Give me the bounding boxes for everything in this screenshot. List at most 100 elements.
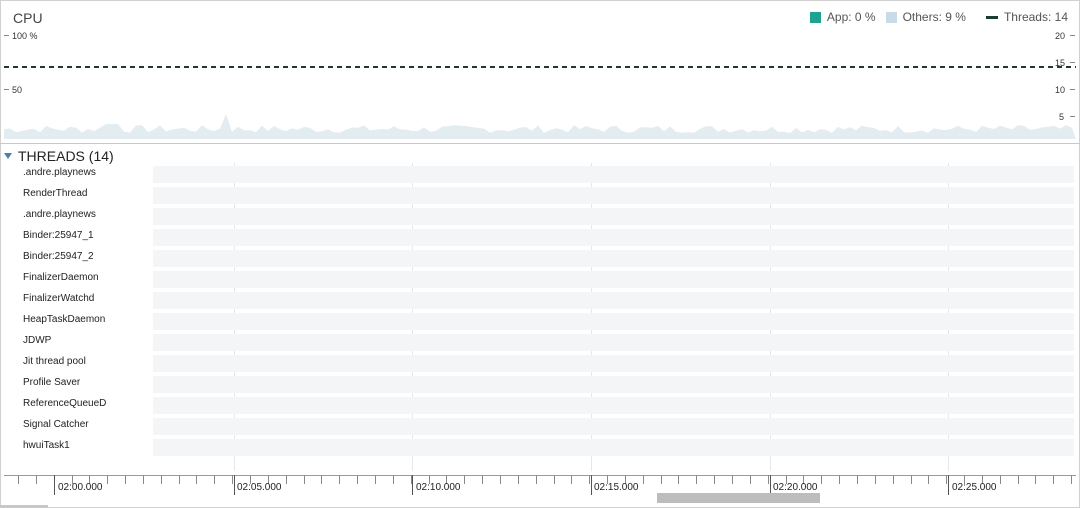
- minor-tick: [107, 475, 108, 484]
- minor-tick: [339, 475, 340, 484]
- cpu-axis-label-50: 50: [12, 85, 23, 95]
- minor-tick: [554, 475, 555, 484]
- thread-row[interactable]: JDWP: [0, 334, 1080, 351]
- threads-axis-tick: [1070, 116, 1075, 117]
- thread-row[interactable]: .andre.playnews: [0, 208, 1080, 225]
- others-legend-label: Others: 9 %: [902, 10, 966, 24]
- time-label: 02:20.000: [773, 482, 818, 493]
- threads-axis-tick: [1070, 89, 1075, 90]
- minor-tick: [286, 475, 287, 484]
- minor-tick: [72, 475, 73, 484]
- minor-tick: [214, 475, 215, 484]
- thread-row[interactable]: Signal Catcher: [0, 418, 1080, 435]
- thread-state-track[interactable]: [153, 439, 1074, 456]
- minor-tick: [893, 475, 894, 484]
- thread-state-track[interactable]: [153, 397, 1074, 414]
- cpu-panel[interactable]: CPU App: 0 % Others: 9 % Threads: 14 100…: [0, 4, 1080, 144]
- minor-tick: [803, 475, 804, 484]
- threads-header-label: THREADS (14): [18, 148, 114, 164]
- thread-name: Signal Catcher: [23, 419, 89, 430]
- thread-state-track[interactable]: [153, 187, 1074, 204]
- cpu-axis-tick: [4, 89, 9, 90]
- minor-tick: [125, 475, 126, 484]
- expand-triangle-icon[interactable]: [4, 153, 12, 159]
- time-label: 02:15.000: [594, 482, 639, 493]
- minor-tick: [250, 475, 251, 484]
- major-tick: [770, 475, 771, 495]
- thread-name: Binder:25947_2: [23, 251, 94, 262]
- minor-tick: [375, 475, 376, 484]
- minor-tick: [393, 475, 394, 484]
- thread-row[interactable]: Jit thread pool: [0, 355, 1080, 372]
- minor-tick: [732, 475, 733, 484]
- minor-tick: [268, 475, 269, 484]
- thread-state-track[interactable]: [153, 418, 1074, 435]
- time-label: 02:25.000: [952, 482, 997, 493]
- thread-state-track[interactable]: [153, 355, 1074, 372]
- thread-state-track[interactable]: [153, 166, 1074, 183]
- thread-name: Jit thread pool: [23, 356, 86, 367]
- minor-tick: [589, 475, 590, 484]
- timeline-axis-line: [4, 475, 1076, 476]
- minor-tick: [768, 475, 769, 484]
- major-tick: [591, 475, 592, 495]
- cpu-usage-graph[interactable]: [0, 4, 1080, 144]
- thread-state-track[interactable]: [153, 250, 1074, 267]
- thread-name: .andre.playnews: [23, 167, 96, 178]
- minor-tick: [678, 475, 679, 484]
- thread-state-track[interactable]: [153, 334, 1074, 351]
- thread-state-track[interactable]: [153, 313, 1074, 330]
- minor-tick: [1018, 475, 1019, 484]
- minor-tick: [750, 475, 751, 484]
- minor-tick: [482, 475, 483, 484]
- thread-row[interactable]: HeapTaskDaemon: [0, 313, 1080, 330]
- app-legend-label: App: 0 %: [826, 10, 876, 24]
- minor-tick: [607, 475, 608, 484]
- minor-tick: [857, 475, 858, 484]
- threads-section-header[interactable]: THREADS (14): [4, 148, 114, 164]
- minor-tick: [500, 475, 501, 484]
- thread-state-track[interactable]: [153, 271, 1074, 288]
- thread-row[interactable]: ReferenceQueueD: [0, 397, 1080, 414]
- thread-row[interactable]: FinalizerDaemon: [0, 271, 1080, 288]
- thread-row[interactable]: FinalizerWatchd: [0, 292, 1080, 309]
- minor-tick: [321, 475, 322, 484]
- thread-name: .andre.playnews: [23, 209, 96, 220]
- major-tick: [948, 475, 949, 495]
- timeline-axis[interactable]: 02:00.000 02:05.000 02:10.000 02:15.000 …: [0, 474, 1080, 508]
- thread-state-track[interactable]: [153, 376, 1074, 393]
- time-label: 02:05.000: [237, 482, 282, 493]
- thread-row[interactable]: RenderThread: [0, 187, 1080, 204]
- minor-tick: [357, 475, 358, 484]
- thread-state-track[interactable]: [153, 208, 1074, 225]
- minor-tick: [786, 475, 787, 484]
- horizontal-scrollbar-track[interactable]: [0, 505, 48, 508]
- minor-tick: [411, 475, 412, 484]
- thread-row[interactable]: hwuiTask1: [0, 439, 1080, 456]
- thread-row[interactable]: Binder:25947_2: [0, 250, 1080, 267]
- thread-row[interactable]: Profile Saver: [0, 376, 1080, 393]
- minor-tick: [89, 475, 90, 484]
- thread-name: RenderThread: [23, 188, 88, 199]
- thread-row[interactable]: .andre.playnews: [0, 166, 1080, 183]
- thread-row[interactable]: Binder:25947_1: [0, 229, 1080, 246]
- thread-state-track[interactable]: [153, 292, 1074, 309]
- minor-tick: [179, 475, 180, 484]
- cpu-panel-divider: [0, 143, 1080, 144]
- minor-tick: [1053, 475, 1054, 484]
- minor-tick: [464, 475, 465, 484]
- minor-tick: [196, 475, 197, 484]
- minor-tick: [839, 475, 840, 484]
- minor-tick: [518, 475, 519, 484]
- time-label: 02:00.000: [58, 482, 103, 493]
- others-cpu-area: [4, 114, 1076, 139]
- minor-tick: [429, 475, 430, 484]
- timeline-scrollbar-thumb[interactable]: [657, 493, 820, 503]
- minor-tick: [143, 475, 144, 484]
- minor-tick: [964, 475, 965, 484]
- minor-tick: [571, 475, 572, 484]
- minor-tick: [1071, 475, 1072, 484]
- threads-axis-label-20: 20: [1055, 31, 1066, 41]
- minor-tick: [875, 475, 876, 484]
- thread-state-track[interactable]: [153, 229, 1074, 246]
